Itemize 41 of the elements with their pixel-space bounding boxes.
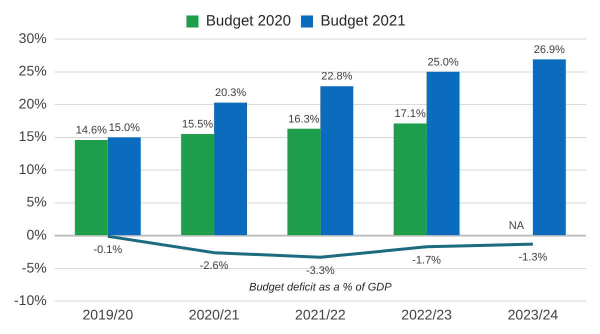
data-label: 17.1% (394, 108, 426, 120)
y-tick-label: -5% (22, 259, 47, 276)
bar (394, 124, 427, 236)
data-label: 16.3% (288, 113, 320, 126)
x-tick-label: 2020/21 (188, 306, 240, 322)
bar (214, 102, 248, 236)
data-label: 26.9% (534, 44, 566, 56)
bar (108, 137, 141, 236)
x-tick-label: 2023/24 (508, 306, 558, 322)
legend-label: Budget 2020 (206, 12, 291, 30)
annotation: Budget deficit as a % of GDP (249, 281, 392, 294)
y-tick-label: 10% (18, 160, 47, 177)
bar (426, 72, 460, 236)
text: NA (508, 220, 524, 232)
y-tick-label: 30% (18, 30, 47, 46)
data-label: 25.0% (427, 56, 459, 68)
bar (287, 128, 320, 236)
y-tick-label: 15% (18, 128, 47, 144)
y-tick-label: -10% (14, 292, 47, 308)
data-label: -2.6% (200, 260, 229, 272)
data-label: -1.3% (518, 252, 548, 264)
data-label: 20.3% (214, 87, 246, 100)
x-tick-label: 2021/22 (295, 306, 346, 322)
bar (181, 134, 214, 236)
y-tick-label: 25% (18, 62, 47, 79)
data-label: -0.1% (93, 244, 122, 256)
data-label: -3.3% (306, 264, 335, 277)
data-label: 14.6% (76, 124, 108, 136)
bar (320, 86, 354, 236)
data-label: -1.7% (412, 254, 442, 266)
data-label: 22.8% (321, 70, 353, 83)
bar (74, 140, 108, 236)
x-tick-label: 2019/20 (82, 306, 134, 322)
y-tick-label: 5% (26, 194, 47, 210)
data-label: 15.0% (108, 122, 140, 134)
y-tick-label: 0% (26, 226, 47, 243)
bar (532, 59, 566, 236)
legend-label: Budget 2021 (320, 12, 406, 30)
data-label: 15.5% (182, 118, 214, 131)
x-tick-label: 2022/23 (401, 306, 452, 322)
y-tick-label: 20% (18, 95, 47, 112)
